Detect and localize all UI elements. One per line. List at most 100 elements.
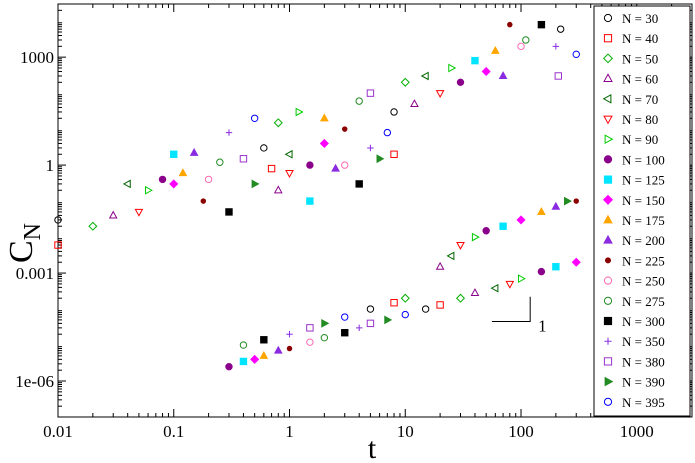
data-point [537, 207, 546, 215]
legend-entry: N = 275 [622, 294, 665, 309]
data-point [448, 63, 457, 73]
legend-marker [603, 296, 613, 305]
x-tick-label: 0.1 [163, 422, 184, 441]
plot-area [57, 3, 693, 418]
slope-indicator: 1 [491, 296, 547, 336]
data-point [421, 305, 430, 313]
data-point [366, 319, 375, 328]
data-point [170, 150, 178, 158]
data-point [341, 161, 349, 169]
x-tick-label: 10 [397, 422, 414, 441]
y-axis-label-subscript: N [20, 223, 46, 240]
legend-marker [603, 155, 613, 164]
legend-entry: N = 300 [622, 314, 665, 329]
data-point [455, 293, 466, 303]
legend-marker [603, 397, 613, 406]
data-point [564, 196, 572, 206]
data-point [306, 324, 314, 332]
legend-marker [603, 175, 613, 184]
legend-box [593, 5, 691, 417]
data-point [239, 341, 248, 349]
legend-entry: N = 40 [622, 31, 658, 46]
legend-entry: N = 50 [622, 51, 658, 66]
x-tick-label: 100 [508, 422, 534, 441]
data-point [267, 164, 276, 173]
data-point [435, 90, 445, 99]
data-point [225, 208, 233, 216]
y-tick-label: 1e-06 [15, 372, 54, 391]
data-point [554, 72, 563, 80]
data-point [499, 222, 507, 230]
data-point [225, 362, 233, 371]
y-tick-label: 1000 [20, 48, 54, 67]
data-point [551, 201, 561, 210]
data-point [410, 99, 419, 108]
data-point [383, 128, 392, 137]
x-tick-label: 1000 [620, 422, 654, 441]
data-point [552, 43, 560, 50]
data-point [471, 232, 480, 242]
legend-entry: N = 70 [622, 92, 658, 107]
legend-entry: N = 380 [622, 354, 665, 369]
slope-bracket [491, 296, 531, 323]
data-point [507, 21, 513, 28]
data-point [122, 179, 131, 189]
data-point [490, 283, 499, 293]
data-point [306, 197, 314, 205]
data-point [319, 138, 329, 148]
data-point [169, 179, 179, 189]
legend-marker [603, 276, 613, 285]
data-point [355, 180, 363, 188]
data-points [54, 20, 581, 371]
legend-marker [603, 316, 613, 326]
data-point [331, 163, 340, 172]
legend-marker [602, 93, 612, 104]
data-point [516, 215, 526, 225]
data-point [390, 150, 398, 158]
data-point [355, 97, 363, 105]
legend-entry: N = 30 [622, 11, 658, 26]
data-point [400, 293, 410, 303]
data-point [239, 357, 248, 366]
data-point [471, 56, 479, 65]
data-point [250, 114, 259, 122]
data-point [366, 89, 375, 97]
legend-marker [603, 357, 613, 366]
legend-marker [604, 376, 614, 387]
data-point [401, 310, 409, 319]
slope-label: 1 [538, 317, 547, 336]
legend-marker [604, 257, 612, 264]
data-point [341, 313, 349, 321]
data-point [306, 338, 314, 346]
data-point [273, 118, 283, 128]
legend-entry: N = 395 [622, 395, 665, 410]
data-point [259, 350, 269, 359]
data-point [556, 25, 565, 33]
data-point [481, 66, 491, 77]
data-point [490, 45, 500, 54]
x-tick-label: 1 [285, 422, 294, 441]
data-point [390, 299, 398, 307]
data-point [239, 155, 248, 163]
data-point [572, 50, 580, 59]
data-point [319, 113, 329, 122]
data-point [273, 185, 283, 194]
data-point [341, 126, 348, 132]
legend-marker [603, 73, 613, 82]
legend-entry: N = 150 [622, 193, 665, 208]
data-point [505, 280, 515, 289]
data-point [571, 257, 581, 267]
legend-marker [603, 115, 613, 125]
data-point [470, 288, 480, 297]
data-point [260, 144, 268, 152]
legend-marker [604, 134, 614, 145]
data-point [537, 267, 546, 276]
data-point [482, 227, 490, 235]
legend-marker [603, 34, 613, 43]
data-point [178, 168, 188, 177]
data-point [573, 198, 579, 204]
legend-entry: N = 80 [622, 112, 658, 127]
data-point [321, 319, 330, 328]
